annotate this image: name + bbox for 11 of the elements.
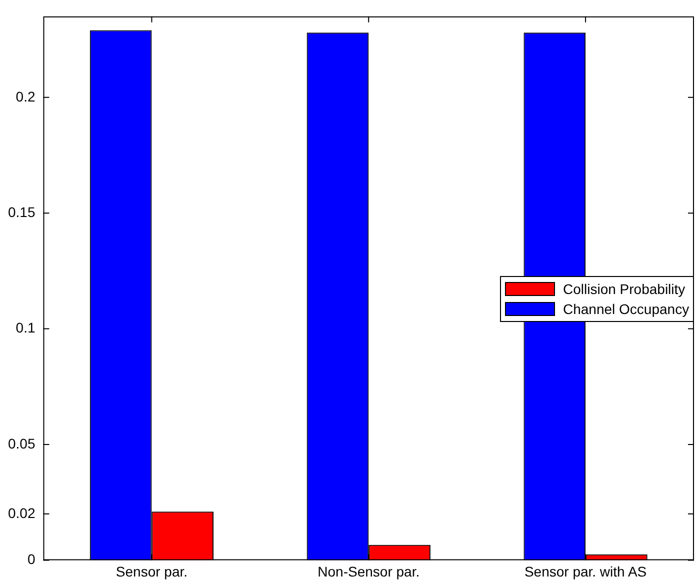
y-tick-label: 0	[27, 551, 36, 568]
y-tick-label: 0.2	[16, 88, 36, 104]
y-tick-label: 0.15	[8, 204, 36, 220]
x-tick-label: Non-Sensor par.	[318, 563, 420, 580]
y-tick-label: 0.1	[16, 320, 36, 336]
y-tick-label: 0.05	[8, 435, 36, 452]
legend-label: Channel Occupancy	[563, 301, 690, 318]
y-tick-label: 0.02	[8, 504, 36, 521]
legend-label: Collision Probability	[563, 281, 686, 298]
x-tick-label: Sensor par. with AS	[524, 563, 647, 580]
x-tick-label: Sensor par.	[116, 563, 188, 580]
